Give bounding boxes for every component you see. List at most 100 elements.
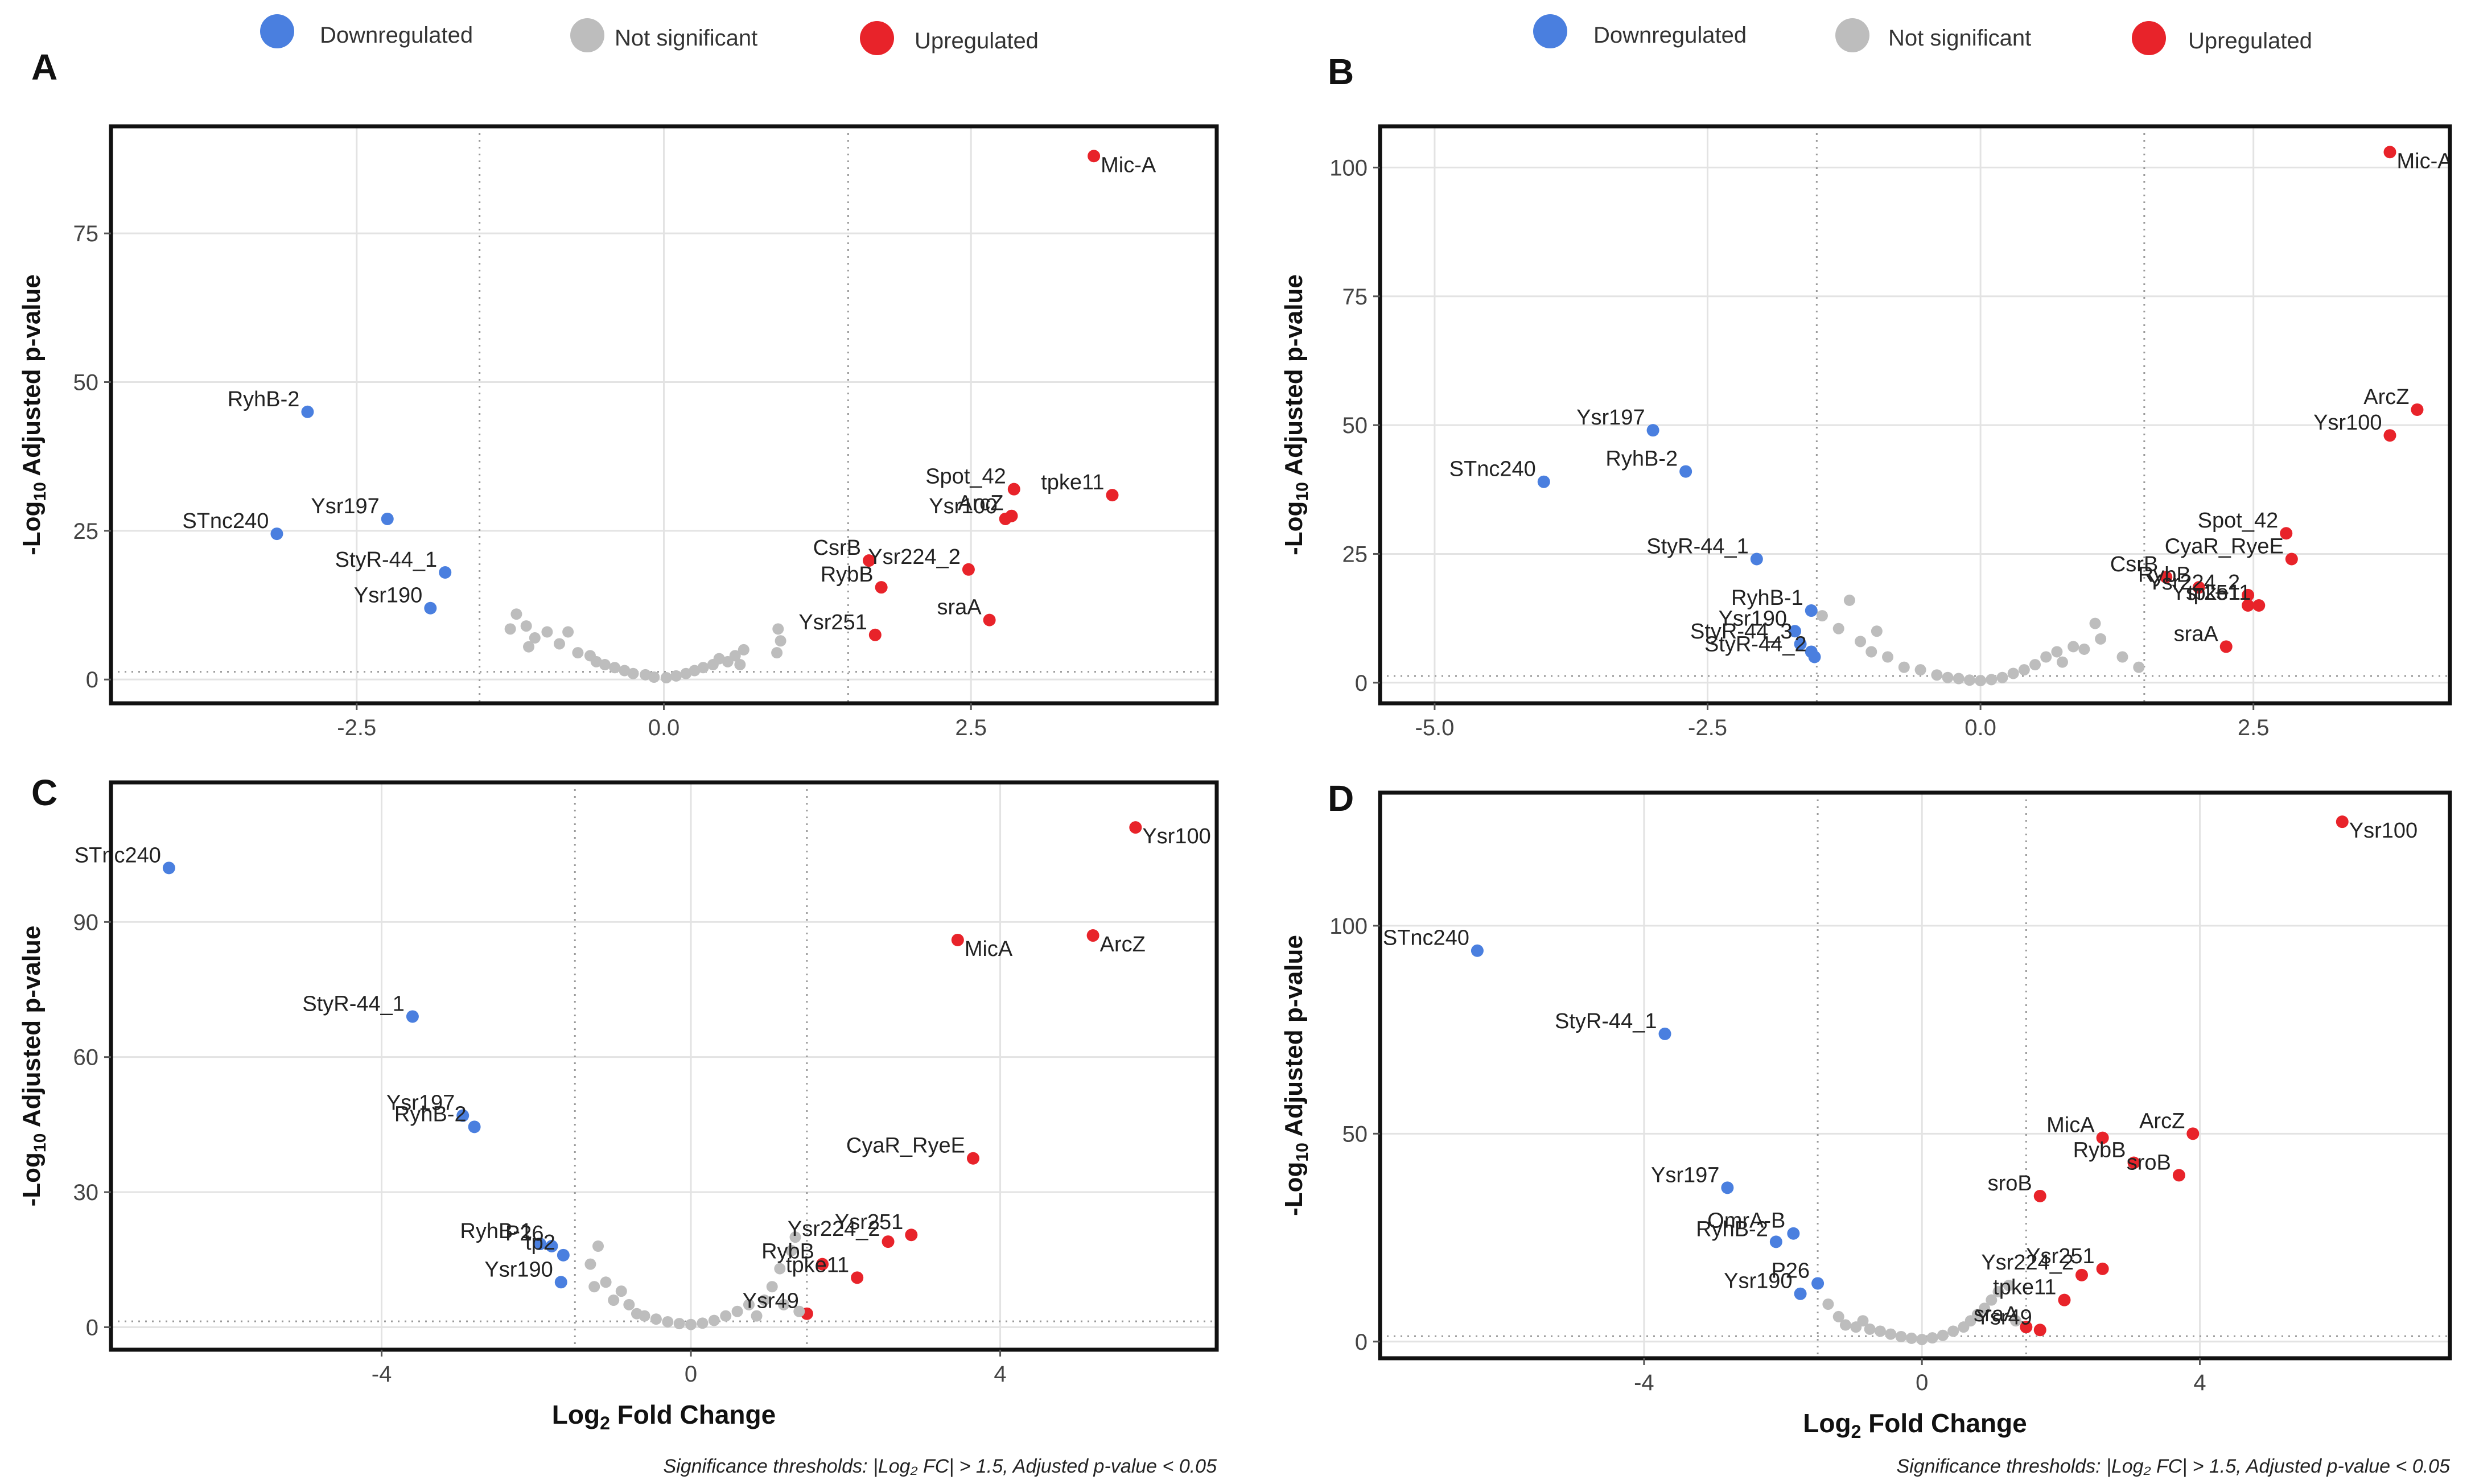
data-point-ns: [2056, 656, 2068, 668]
data-point-ns: [1963, 674, 1975, 686]
data-point-ns: [2116, 651, 2128, 663]
data-point-down: [424, 601, 437, 615]
data-point-up: [2033, 1324, 2046, 1337]
x-axis-title: Log2 Fold Change: [552, 1400, 776, 1433]
data-point-ns: [660, 672, 672, 684]
data-point-ns: [1864, 1323, 1876, 1335]
point-label: Ysr190: [1724, 1269, 1792, 1293]
legend-downregulated-label: Downregulated: [1593, 23, 1747, 48]
data-point-down: [406, 1010, 419, 1023]
data-point-down: [1537, 475, 1550, 488]
point-label: RyhB-2: [1605, 447, 1678, 471]
data-point-up: [2192, 581, 2205, 594]
point-label: RyhB-2: [394, 1102, 467, 1126]
data-point-ns: [2007, 667, 2019, 679]
data-point-ns: [2051, 646, 2063, 658]
legend-not-significant-label: Not significant: [1888, 26, 2031, 51]
point-label: sraA: [1974, 1302, 2019, 1326]
data-point-ns: [572, 647, 584, 659]
data-point-ns: [2018, 664, 2030, 676]
point-label: CsrB: [813, 536, 861, 560]
point-label: P26: [1771, 1259, 1810, 1283]
point-label: Mic-A: [2396, 149, 2452, 173]
point-label: ArcZ: [1100, 933, 1146, 957]
y-tick-label: 50: [1342, 413, 1368, 438]
data-point-ns: [584, 1258, 596, 1270]
data-point-ns: [1843, 594, 1855, 606]
data-point-up: [2096, 1262, 2109, 1275]
x-axis-title: Log2 Fold Change: [1803, 1408, 2027, 1442]
y-axis-title: -Log10 Adjusted p-value: [1280, 274, 1312, 555]
x-tick-label: 0.0: [648, 715, 680, 740]
point-label: RybB: [2073, 1138, 2126, 1162]
data-point-ns: [1992, 1286, 2004, 1298]
point-label: STnc240: [1449, 457, 1536, 481]
data-point-ns: [1874, 1325, 1886, 1337]
data-point-ns: [772, 623, 784, 635]
data-point-up: [2383, 146, 2396, 159]
point-label: Ysr100: [929, 494, 997, 518]
data-point-up: [2242, 588, 2255, 601]
point-label: tp2: [525, 1231, 555, 1255]
data-point-ns: [627, 667, 639, 679]
point-label: Ysr190: [1719, 607, 1787, 630]
panel-letter: B: [1328, 51, 1354, 92]
data-point-ns: [541, 626, 553, 638]
data-point-up: [951, 933, 964, 946]
data-point-ns: [1822, 1298, 1834, 1310]
data-point-up: [868, 628, 882, 641]
y-tick-label: 0: [1355, 671, 1368, 696]
data-point-down: [1769, 1235, 1782, 1248]
y-tick-label: 0: [1355, 1330, 1368, 1355]
point-label: Ysr49: [1975, 1305, 2032, 1329]
point-label: Ysr251: [835, 1210, 903, 1234]
point-label: MicA: [2046, 1114, 2095, 1137]
point-label: Ysr197: [386, 1091, 455, 1115]
data-point-up: [2285, 553, 2298, 566]
data-point-ns: [600, 1276, 612, 1288]
point-label: Mic-A: [1101, 153, 1156, 177]
data-point-ns: [619, 665, 631, 677]
x-tick-label: -4: [1634, 1370, 1654, 1395]
point-label: CsrB: [2110, 553, 2158, 576]
data-point-up: [2252, 599, 2266, 612]
point-label: CyaR_RyeE: [846, 1134, 965, 1158]
y-tick-label: 90: [73, 910, 99, 935]
data-point-up: [966, 1152, 979, 1165]
footnote-right: Significance thresholds: |Log₂ FC| > 1.5…: [1896, 1456, 2450, 1477]
data-point-ns: [771, 647, 783, 659]
point-label: Ysr251: [798, 611, 867, 634]
point-label: RybB: [761, 1240, 814, 1264]
data-point-ns: [1979, 1302, 1991, 1314]
data-point-up: [2242, 599, 2255, 612]
data-point-up: [2280, 527, 2293, 540]
x-tick-label: -2.5: [1688, 715, 1727, 740]
legend-upregulated-marker: [2132, 21, 2166, 55]
data-point-ns: [685, 1318, 697, 1330]
data-point-ns: [662, 1316, 674, 1328]
plot-frame: [1378, 790, 2452, 1361]
data-point-up: [2058, 1293, 2071, 1306]
data-point-ns: [774, 1263, 786, 1275]
data-point-ns: [1895, 1330, 1907, 1342]
point-label: Ysr100: [1142, 825, 1210, 848]
point-label: RyhB-2: [228, 388, 300, 411]
data-point-ns: [1947, 1325, 1959, 1337]
data-point-down: [468, 1120, 481, 1133]
point-label: STnc240: [1383, 926, 1469, 950]
data-point-ns: [1871, 625, 1883, 637]
y-tick-label: 100: [1329, 155, 1368, 180]
data-point-down: [1646, 424, 1659, 437]
point-label: RyhB-2: [1696, 1217, 1768, 1241]
data-point-ns: [523, 641, 535, 653]
data-point-up: [1007, 483, 1020, 496]
data-point-down: [534, 1238, 547, 1251]
data-point-up: [882, 1235, 895, 1248]
point-label: sroB: [1988, 1172, 2032, 1196]
data-point-ns: [1832, 623, 1844, 634]
data-point-up: [2219, 640, 2233, 653]
y-tick-label: 50: [73, 370, 99, 395]
data-point-down: [381, 512, 394, 525]
data-point-down: [1679, 465, 1692, 478]
